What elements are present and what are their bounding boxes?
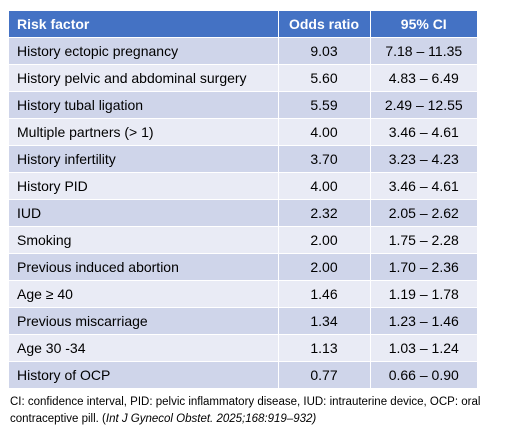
risk-factor-cell: Previous induced abortion — [9, 253, 279, 281]
table-body: History ectopic pregnancy 9.03 7.18 – 11.3… — [9, 37, 477, 389]
confidence-interval-cell: 1.75 – 2.28 — [370, 226, 477, 254]
risk-factor-cell: History tubal ligation — [9, 91, 279, 119]
confidence-interval-cell: 3.46 – 4.61 — [370, 172, 477, 200]
table-row: History ectopic pregnancy 9.03 7.18 – 11.3… — [9, 37, 477, 65]
risk-factor-cell: History infertility — [9, 145, 279, 173]
header-risk-factor: Risk factor — [9, 11, 279, 38]
confidence-interval-cell: 1.23 – 1.46 — [370, 307, 477, 335]
table-header-row: Risk factor Odds ratio 95% CI — [9, 11, 477, 38]
table-row: History infertility 3.70 3.23 – 4.23 — [9, 145, 477, 173]
footnote-citation: Int J Gynecol Obstet. 2025;168:919–932) — [105, 413, 317, 425]
odds-ratio-cell: 2.32 — [278, 199, 371, 227]
table-row: History PID 4.00 3.46 – 4.61 — [9, 172, 477, 200]
odds-ratio-cell: 3.70 — [278, 145, 371, 173]
table-row: Smoking 2.00 1.75 – 2.28 — [9, 226, 477, 254]
table-row: Previous miscarriage 1.34 1.23 – 1.46 — [9, 307, 477, 335]
confidence-interval-cell: 3.23 – 4.23 — [370, 145, 477, 173]
odds-ratio-cell: 1.13 — [278, 334, 371, 362]
risk-factor-table: Risk factor Odds ratio 95% CI History ec… — [9, 11, 477, 389]
confidence-interval-cell: 7.18 – 11.35 — [370, 37, 477, 65]
confidence-interval-cell: 0.66 – 0.90 — [370, 361, 477, 389]
confidence-interval-cell: 2.49 – 12.55 — [370, 91, 477, 119]
odds-ratio-cell: 2.00 — [278, 226, 371, 254]
odds-ratio-cell: 9.03 — [278, 37, 371, 65]
odds-ratio-cell: 5.59 — [278, 91, 371, 119]
odds-ratio-cell: 4.00 — [278, 118, 371, 146]
table-footnote: CI: confidence interval, PID: pelvic inf… — [10, 394, 500, 428]
table-row: Age 30 -34 1.13 1.03 – 1.24 — [9, 334, 477, 362]
odds-ratio-cell: 2.00 — [278, 253, 371, 281]
confidence-interval-cell: 4.83 – 6.49 — [370, 64, 477, 92]
odds-ratio-cell: 1.34 — [278, 307, 371, 335]
risk-factor-cell: Multiple partners (> 1) — [9, 118, 279, 146]
confidence-interval-cell: 2.05 – 2.62 — [370, 199, 477, 227]
risk-factor-cell: History pelvic and abdominal surgery — [9, 64, 279, 92]
confidence-interval-cell: 1.03 – 1.24 — [370, 334, 477, 362]
risk-factor-cell: History PID — [9, 172, 279, 200]
odds-ratio-cell: 4.00 — [278, 172, 371, 200]
risk-factor-cell: History of OCP — [9, 361, 279, 389]
table-row: Age ≥ 40 1.46 1.19 – 1.78 — [9, 280, 477, 308]
table-row: History pelvic and abdominal surgery 5.60… — [9, 64, 477, 92]
table-row: Previous induced abortion 2.00 1.70 – 2.36 — [9, 253, 477, 281]
risk-factor-cell: Age 30 -34 — [9, 334, 279, 362]
header-confidence-interval: 95% CI — [370, 11, 477, 38]
risk-factor-cell: IUD — [9, 199, 279, 227]
risk-factor-table-container: Risk factor Odds ratio 95% CI History ec… — [9, 11, 477, 389]
header-odds-ratio: Odds ratio — [278, 11, 371, 38]
footnote-text: CI: confidence interval, PID: pelvic inf… — [10, 396, 481, 425]
risk-factor-cell: History ectopic pregnancy — [9, 37, 279, 65]
table-row: History tubal ligation 5.59 2.49 – 12.55 — [9, 91, 477, 119]
odds-ratio-cell: 5.60 — [278, 64, 371, 92]
risk-factor-cell: Previous miscarriage — [9, 307, 279, 335]
risk-factor-cell: Smoking — [9, 226, 279, 254]
table-row: History of OCP 0.77 0.66 – 0.90 — [9, 361, 477, 389]
confidence-interval-cell: 1.70 – 2.36 — [370, 253, 477, 281]
odds-ratio-cell: 0.77 — [278, 361, 371, 389]
table-row: IUD 2.32 2.05 – 2.62 — [9, 199, 477, 227]
confidence-interval-cell: 3.46 – 4.61 — [370, 118, 477, 146]
confidence-interval-cell: 1.19 – 1.78 — [370, 280, 477, 308]
table-row: Multiple partners (> 1) 4.00 3.46 – 4.61 — [9, 118, 477, 146]
risk-factor-cell: Age ≥ 40 — [9, 280, 279, 308]
odds-ratio-cell: 1.46 — [278, 280, 371, 308]
